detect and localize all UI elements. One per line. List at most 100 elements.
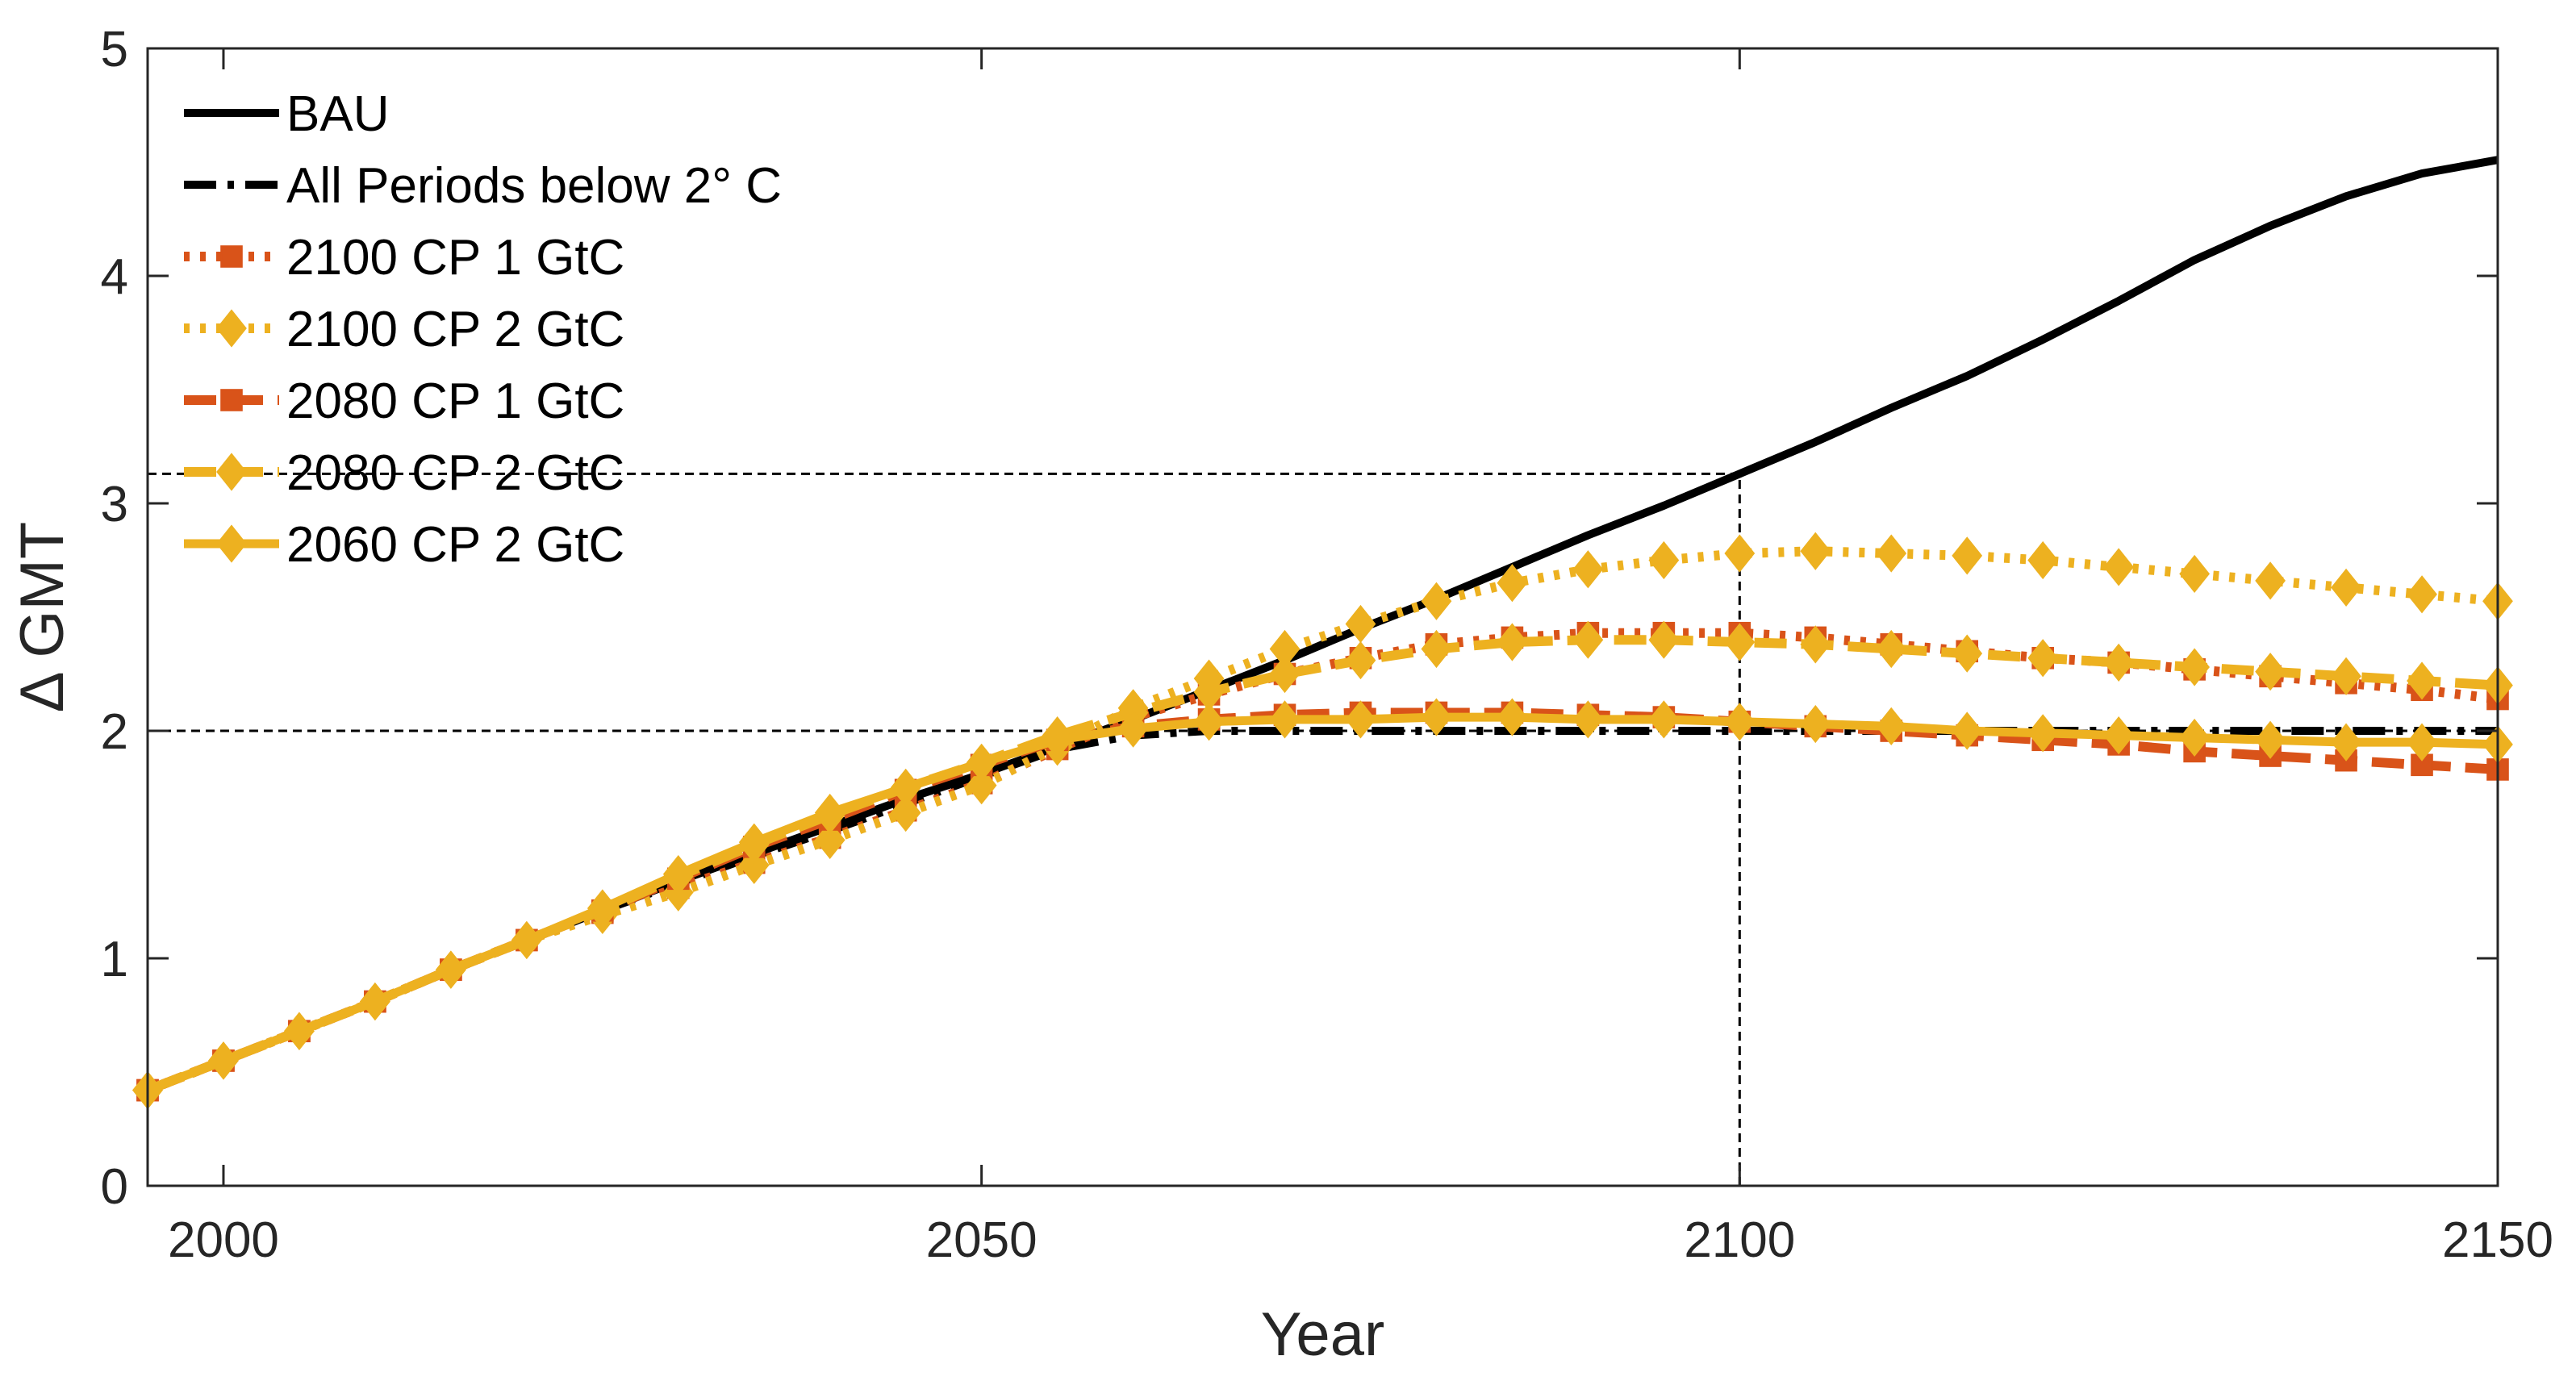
x-tick-label: 2000 xyxy=(168,1212,279,1268)
data-point-marker xyxy=(1269,654,1301,694)
y-tick-label: 2 xyxy=(101,704,128,760)
data-point-marker xyxy=(2027,714,2059,753)
data-point-marker xyxy=(1876,707,1907,745)
data-point-marker xyxy=(1648,540,1680,580)
data-point-marker xyxy=(2103,548,2135,586)
data-point-marker xyxy=(208,1041,239,1080)
data-point-marker xyxy=(2255,561,2286,600)
plot-area-frame xyxy=(146,47,2499,1187)
data-point-marker xyxy=(2331,657,2361,695)
data-point-marker xyxy=(1800,532,1831,570)
legend-marker xyxy=(220,389,243,411)
data-point-marker xyxy=(738,823,770,862)
data-point-marker xyxy=(2103,716,2135,755)
data-point-marker xyxy=(1724,703,1756,741)
data-point-marker xyxy=(1193,703,1225,741)
legend-marker xyxy=(216,309,247,348)
y-axis-label: Δ GMT xyxy=(8,522,77,713)
data-point-marker xyxy=(1648,620,1680,659)
data-point-marker xyxy=(1345,700,1376,739)
data-point-marker xyxy=(2331,568,2361,607)
data-point-marker xyxy=(1117,709,1149,748)
legend-label: 2080 CP 2 GtC xyxy=(286,445,624,501)
data-point-marker xyxy=(2179,648,2211,686)
data-point-marker xyxy=(1800,704,1831,744)
legend-marker xyxy=(216,524,247,563)
legend-item: 2100 CP 2 GtC xyxy=(184,302,624,357)
legend-label: 2060 CP 2 GtC xyxy=(286,517,624,573)
data-point-marker xyxy=(1648,700,1680,739)
data-point-marker xyxy=(1421,698,1452,736)
series-layer xyxy=(132,156,2513,1110)
data-point-marker xyxy=(587,889,618,928)
data-point-marker xyxy=(2255,720,2286,759)
x-tick-label: 2050 xyxy=(926,1212,1037,1268)
legend-marker xyxy=(220,245,243,268)
y-tick-label: 4 xyxy=(101,249,128,305)
y-tick-label: 1 xyxy=(101,932,128,987)
data-point-marker xyxy=(966,766,997,805)
legend-item: All Periods below 2° C xyxy=(184,158,782,214)
x-axis-label: Year xyxy=(1261,1300,1385,1369)
data-point-marker xyxy=(1952,634,1983,673)
data-point-marker xyxy=(511,920,542,960)
data-point-marker xyxy=(966,743,997,782)
data-point-marker xyxy=(2027,540,2059,580)
data-point-marker xyxy=(1952,711,1983,750)
data-point-marker xyxy=(2407,575,2437,614)
data-point-marker xyxy=(284,1012,315,1050)
data-point-marker xyxy=(890,793,921,832)
legend-item: 2060 CP 2 GtC xyxy=(184,517,624,573)
legend-label: BAU xyxy=(286,86,389,142)
legend-item: BAU xyxy=(184,86,389,142)
data-point-marker xyxy=(1876,534,1907,573)
data-point-marker xyxy=(1724,534,1756,573)
data-point-marker xyxy=(1421,629,1452,669)
data-point-marker xyxy=(662,855,694,894)
series-1 xyxy=(146,727,2498,1095)
y-tick-label: 3 xyxy=(101,477,128,532)
legend-item: 2080 CP 1 GtC xyxy=(184,373,624,429)
data-point-marker xyxy=(814,793,845,832)
legend-marker xyxy=(216,453,247,491)
data-point-marker xyxy=(1724,623,1756,661)
legend-item: 2080 CP 2 GtC xyxy=(184,445,624,501)
x-tick-label: 2100 xyxy=(1684,1212,1795,1268)
data-point-marker xyxy=(2027,639,2059,678)
data-point-marker xyxy=(1572,620,1604,659)
data-point-marker xyxy=(814,820,845,859)
legend-item: 2100 CP 1 GtC xyxy=(184,230,624,286)
data-point-marker xyxy=(2255,653,2286,691)
data-point-marker xyxy=(2179,718,2211,757)
data-point-marker xyxy=(1269,700,1301,739)
data-point-marker xyxy=(890,768,921,807)
data-point-marker xyxy=(1800,625,1831,664)
axis-ticks: 2000 2050 2100 2150 0 1 2 3 4 5 xyxy=(101,22,2553,1268)
data-point-marker xyxy=(2179,554,2211,594)
data-point-marker xyxy=(2331,723,2361,761)
data-point-marker xyxy=(1042,720,1073,759)
y-tick-label: 5 xyxy=(101,22,128,77)
reference-lines xyxy=(148,472,2498,1186)
legend: BAU All Periods below 2° C 2100 CP 1 GtC 21… xyxy=(184,86,782,573)
x-tick-label: 2150 xyxy=(2442,1212,2553,1268)
legend-label: All Periods below 2° C xyxy=(286,158,782,214)
data-point-marker xyxy=(1572,700,1604,739)
y-tick-label: 0 xyxy=(101,1159,128,1215)
data-point-marker xyxy=(1345,640,1376,680)
series-6 xyxy=(132,698,2513,1110)
data-point-marker xyxy=(2407,661,2437,700)
data-point-marker xyxy=(1421,582,1452,620)
series-line xyxy=(146,727,2498,1095)
legend-label: 2080 CP 1 GtC xyxy=(286,373,624,429)
data-point-marker xyxy=(1876,629,1907,669)
data-point-marker xyxy=(1497,623,1528,661)
legend-label: 2100 CP 2 GtC xyxy=(286,302,624,357)
data-point-marker xyxy=(1497,698,1528,736)
data-point-marker xyxy=(2103,643,2135,682)
data-point-marker xyxy=(360,982,390,1021)
data-point-marker xyxy=(1952,536,1983,575)
data-point-marker xyxy=(1572,550,1604,589)
